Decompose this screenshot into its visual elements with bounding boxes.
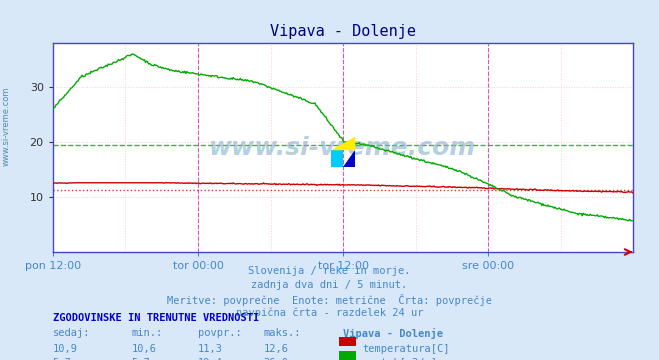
Text: pretok[m3/s]: pretok[m3/s] xyxy=(362,358,438,360)
Text: min.:: min.: xyxy=(132,328,163,338)
Text: www.si-vreme.com: www.si-vreme.com xyxy=(209,136,476,159)
Text: 10,9: 10,9 xyxy=(53,344,78,354)
Text: 5,7: 5,7 xyxy=(132,358,150,360)
Polygon shape xyxy=(331,136,355,150)
Text: maks.:: maks.: xyxy=(264,328,301,338)
Text: Meritve: povprečne  Enote: metrične  Črta: povprečje: Meritve: povprečne Enote: metrične Črta:… xyxy=(167,294,492,306)
Text: Vipava - Dolenje: Vipava - Dolenje xyxy=(343,328,443,339)
Text: 36,0: 36,0 xyxy=(264,358,289,360)
Text: 5,7: 5,7 xyxy=(53,358,71,360)
Text: zadnja dva dni / 5 minut.: zadnja dva dni / 5 minut. xyxy=(251,280,408,290)
Title: Vipava - Dolenje: Vipava - Dolenje xyxy=(270,24,416,39)
Text: temperatura[C]: temperatura[C] xyxy=(362,344,450,354)
Text: 11,3: 11,3 xyxy=(198,344,223,354)
Bar xyxy=(331,150,343,167)
Text: povpr.:: povpr.: xyxy=(198,328,241,338)
Text: Slovenija / reke in morje.: Slovenija / reke in morje. xyxy=(248,266,411,276)
Text: navpična črta - razdelek 24 ur: navpična črta - razdelek 24 ur xyxy=(236,307,423,318)
Text: ZGODOVINSKE IN TRENUTNE VREDNOSTI: ZGODOVINSKE IN TRENUTNE VREDNOSTI xyxy=(53,313,259,323)
Text: 10,6: 10,6 xyxy=(132,344,157,354)
Text: 12,6: 12,6 xyxy=(264,344,289,354)
Text: 19,4: 19,4 xyxy=(198,358,223,360)
Text: sedaj:: sedaj: xyxy=(53,328,90,338)
Polygon shape xyxy=(343,150,355,167)
Text: www.si-vreme.com: www.si-vreme.com xyxy=(2,86,11,166)
